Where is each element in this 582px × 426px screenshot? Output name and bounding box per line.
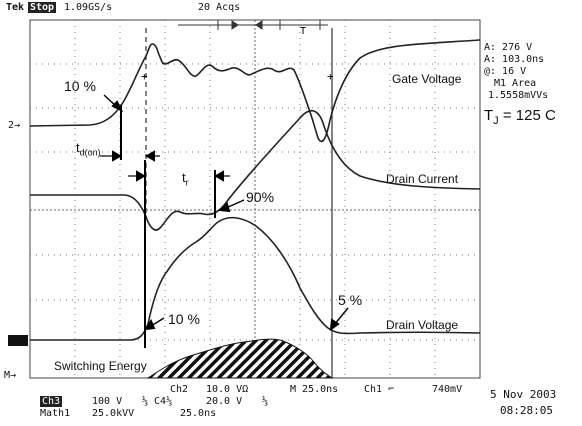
footer-math-timebase: 25.0ns [180, 408, 217, 419]
tj-value: = 125 C [498, 107, 556, 124]
tj-sub: J [493, 115, 499, 127]
gate-voltage-trace [29, 39, 481, 143]
annotation-lines [100, 94, 349, 348]
pct-10-bottom: 10 % [168, 311, 200, 327]
header-mode-badge: Stop [28, 2, 57, 13]
header-sample-rate: 1.09GS/s [64, 2, 113, 13]
cursor-readout-line4: M1 Area [494, 78, 537, 89]
footer-ch3-badge: Ch3 [40, 396, 63, 407]
drain-current-label: Drain Current [386, 172, 459, 186]
cursor-readout-line2: A: 103.0ns [484, 54, 545, 65]
footer-timebase: M 25.0ns [290, 384, 339, 395]
header-acquisitions: 20 Acqs [198, 2, 241, 13]
graticule-center-axes [30, 20, 480, 378]
switching-energy-area [146, 338, 334, 379]
pct-90: 90% [246, 189, 275, 205]
footer-date: 5 Nov 2003 [490, 388, 557, 401]
tr-t: t [182, 170, 186, 185]
gate-ref-marker: 2→ [8, 120, 21, 131]
tj-t: T [484, 107, 494, 124]
cursor-readout-line3: @: 16 V [484, 66, 527, 77]
math-ref-marker: M→ [4, 370, 17, 381]
ch-ground-marker [8, 335, 28, 346]
footer-ch4-coupling: ⅓ [262, 396, 269, 407]
gate-voltage-label: Gate Voltage [392, 72, 462, 86]
tr-label: tr [182, 170, 189, 188]
junction-temperature: TJ = 125 C [484, 107, 556, 127]
td-on-label: td(on) [76, 140, 101, 158]
td-t: t [76, 140, 80, 155]
footer-ch2-scale: 10.0 VΩ [206, 384, 249, 395]
footer-math-scale: 25.0kVV [92, 408, 135, 419]
drain-voltage-trace [30, 216, 481, 341]
cursor-readout-line5: 1.5558mVVs [488, 90, 549, 101]
footer-ch2-label: Ch2 [170, 384, 189, 395]
footer-math-label: Math1 [40, 408, 71, 419]
footer-ch3-scale: 100 V [92, 396, 123, 407]
footer-trigger-source: Ch1 ⌐ [364, 384, 395, 395]
cursor-readout-line1: A: 276 V [484, 42, 533, 53]
drain-current-trace [30, 109, 481, 231]
footer-ch4-scale: 20.0 V [206, 396, 243, 407]
tr-sub: r [185, 177, 189, 188]
pct-10-top: 10 % [64, 78, 96, 94]
footer-trigger-level: 740mV [432, 384, 463, 395]
trigger-level-glyph: T [300, 26, 306, 37]
drain-voltage-label: Drain Voltage [386, 318, 459, 332]
cursor-b-glyph: + [327, 70, 334, 83]
td-sub: d(on) [79, 147, 101, 158]
pct-5: 5 % [338, 292, 363, 308]
switching-energy-label: Switching Energy [54, 359, 147, 373]
cursor-a-glyph: + [141, 70, 148, 83]
footer-ch4-label: ⅓ C4⅓ [142, 396, 173, 407]
header-brand: Tek [6, 2, 25, 13]
trigger-position-bar [178, 20, 328, 30]
footer-time: 08:28:05 [500, 404, 553, 417]
